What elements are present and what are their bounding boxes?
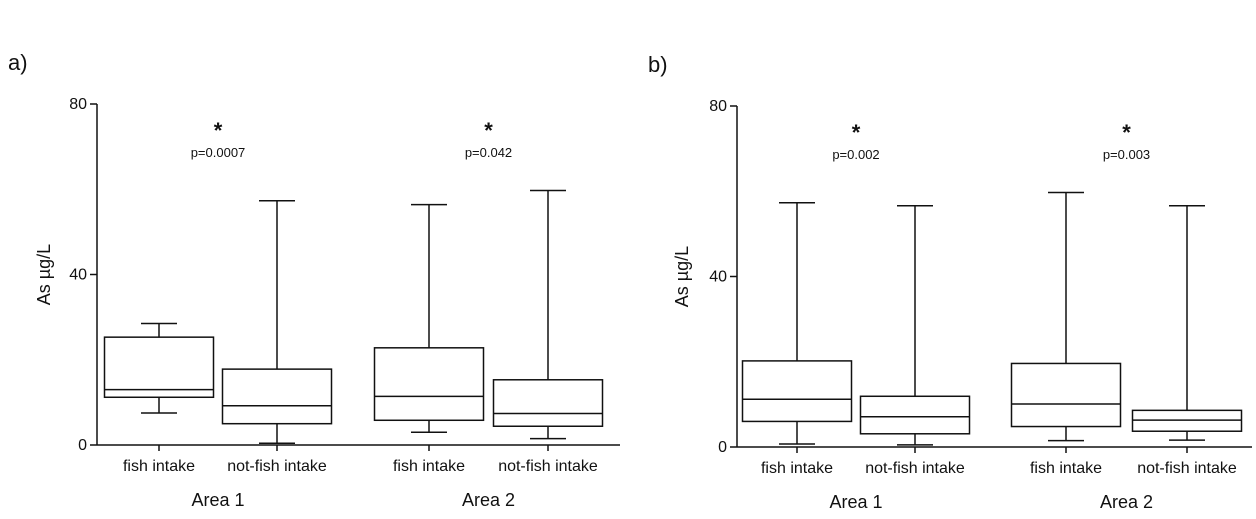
iqr-box bbox=[741, 360, 853, 423]
box-plot bbox=[103, 322, 215, 414]
group-label: Area 2 bbox=[462, 490, 515, 510]
x-category-label: fish intake bbox=[393, 458, 465, 475]
p-value-label: p=0.042 bbox=[465, 145, 512, 160]
p-value-label: p=0.0007 bbox=[191, 145, 246, 160]
x-category-label: fish intake bbox=[123, 458, 195, 475]
p-value-label: p=0.003 bbox=[1103, 147, 1150, 162]
panel-label: a) bbox=[8, 50, 28, 75]
box-plot bbox=[1131, 204, 1243, 441]
box-plot bbox=[492, 189, 604, 440]
group-label: Area 1 bbox=[191, 490, 244, 510]
iqr-box bbox=[221, 368, 333, 425]
chart-panel-a: a) 0 40 80 As µg/L * p=0.0007 Area 1 fish intake… bbox=[8, 50, 620, 510]
x-category-label: fish intake bbox=[1030, 460, 1102, 477]
significance-star: * bbox=[1122, 120, 1131, 145]
box-plot bbox=[1010, 191, 1122, 442]
y-tick-label: 0 bbox=[718, 439, 727, 456]
x-category-label: not-fish intake bbox=[498, 458, 598, 475]
iqr-box bbox=[859, 395, 971, 435]
y-tick-label: 40 bbox=[709, 269, 727, 286]
significance-star: * bbox=[484, 118, 493, 143]
y-axis-label: As µg/L bbox=[672, 246, 692, 307]
y-tick-label: 80 bbox=[709, 98, 727, 115]
iqr-box bbox=[373, 347, 485, 422]
y-axis-label: As µg/L bbox=[34, 244, 54, 305]
box-plot bbox=[373, 203, 485, 433]
group-label: Area 2 bbox=[1100, 492, 1153, 512]
y-tick-label: 0 bbox=[78, 437, 87, 454]
x-category-label: not-fish intake bbox=[865, 460, 965, 477]
box-plot bbox=[221, 200, 333, 445]
significance-star: * bbox=[852, 120, 861, 145]
iqr-box bbox=[1010, 362, 1122, 428]
panel-label: b) bbox=[648, 52, 668, 77]
group-label: Area 1 bbox=[829, 492, 882, 512]
iqr-box bbox=[103, 336, 215, 399]
chart-panel-b: b) 0 40 80 As µg/L * p=0.002 Area 1 fish intake n… bbox=[648, 52, 1252, 512]
y-tick-label: 80 bbox=[69, 96, 87, 113]
y-tick-label: 40 bbox=[69, 267, 87, 284]
x-category-label: fish intake bbox=[761, 460, 833, 477]
x-category-label: not-fish intake bbox=[1137, 460, 1237, 477]
x-category-label: not-fish intake bbox=[227, 458, 327, 475]
p-value-label: p=0.002 bbox=[832, 147, 879, 162]
box-plot bbox=[859, 204, 971, 446]
iqr-box bbox=[492, 379, 604, 427]
significance-star: * bbox=[214, 118, 223, 143]
box-plot bbox=[741, 202, 853, 445]
